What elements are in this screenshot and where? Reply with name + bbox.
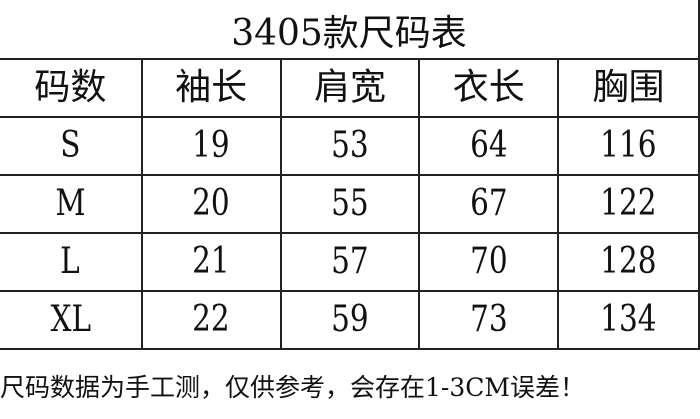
header-row: 码数 袖长 肩宽 衣长 胸围 [0, 58, 700, 118]
sleeve-cell: 19 [192, 125, 230, 166]
size-cell: M [55, 183, 86, 224]
chest-cell: 134 [600, 299, 657, 340]
shoulder-cell: 55 [331, 183, 369, 224]
header-cell: 肩宽 [279, 58, 421, 118]
size-chart-title: 3405款尺码表 [0, 0, 700, 59]
table-row: L 21 57 70 128 [0, 232, 700, 292]
length-cell: 73 [469, 299, 508, 340]
sleeve-cell: 21 [192, 241, 230, 282]
shoulder-cell: 59 [331, 299, 369, 340]
length-cell: 67 [469, 183, 508, 224]
measurement-note: 尺码数据为手工测，仅供参考，会存在1-3CM误差！ [0, 373, 585, 402]
table-row: M 20 55 67 122 [0, 174, 700, 234]
table-row: XL 22 59 73 134 [0, 290, 700, 350]
shoulder-cell: 57 [331, 241, 369, 282]
size-table: 码数 袖长 肩宽 衣长 胸围 S 19 53 64 116 M 20 55 67… [0, 58, 700, 350]
shoulder-cell: 53 [331, 125, 369, 166]
header-cell: 码数 [0, 58, 143, 118]
table-row: S 19 53 64 116 [0, 116, 700, 176]
chest-cell: 128 [600, 241, 657, 282]
header-cell: 袖长 [140, 58, 282, 118]
length-cell: 70 [469, 241, 508, 282]
sleeve-cell: 22 [192, 299, 230, 340]
size-cell: XL [50, 299, 91, 340]
sleeve-cell: 20 [192, 183, 230, 224]
header-cell: 胸围 [557, 58, 700, 118]
length-cell: 64 [469, 125, 508, 166]
chest-cell: 116 [600, 125, 657, 166]
chest-cell: 122 [600, 183, 657, 224]
size-cell: S [60, 125, 81, 166]
size-cell: L [60, 241, 81, 282]
header-cell: 衣长 [418, 58, 560, 118]
